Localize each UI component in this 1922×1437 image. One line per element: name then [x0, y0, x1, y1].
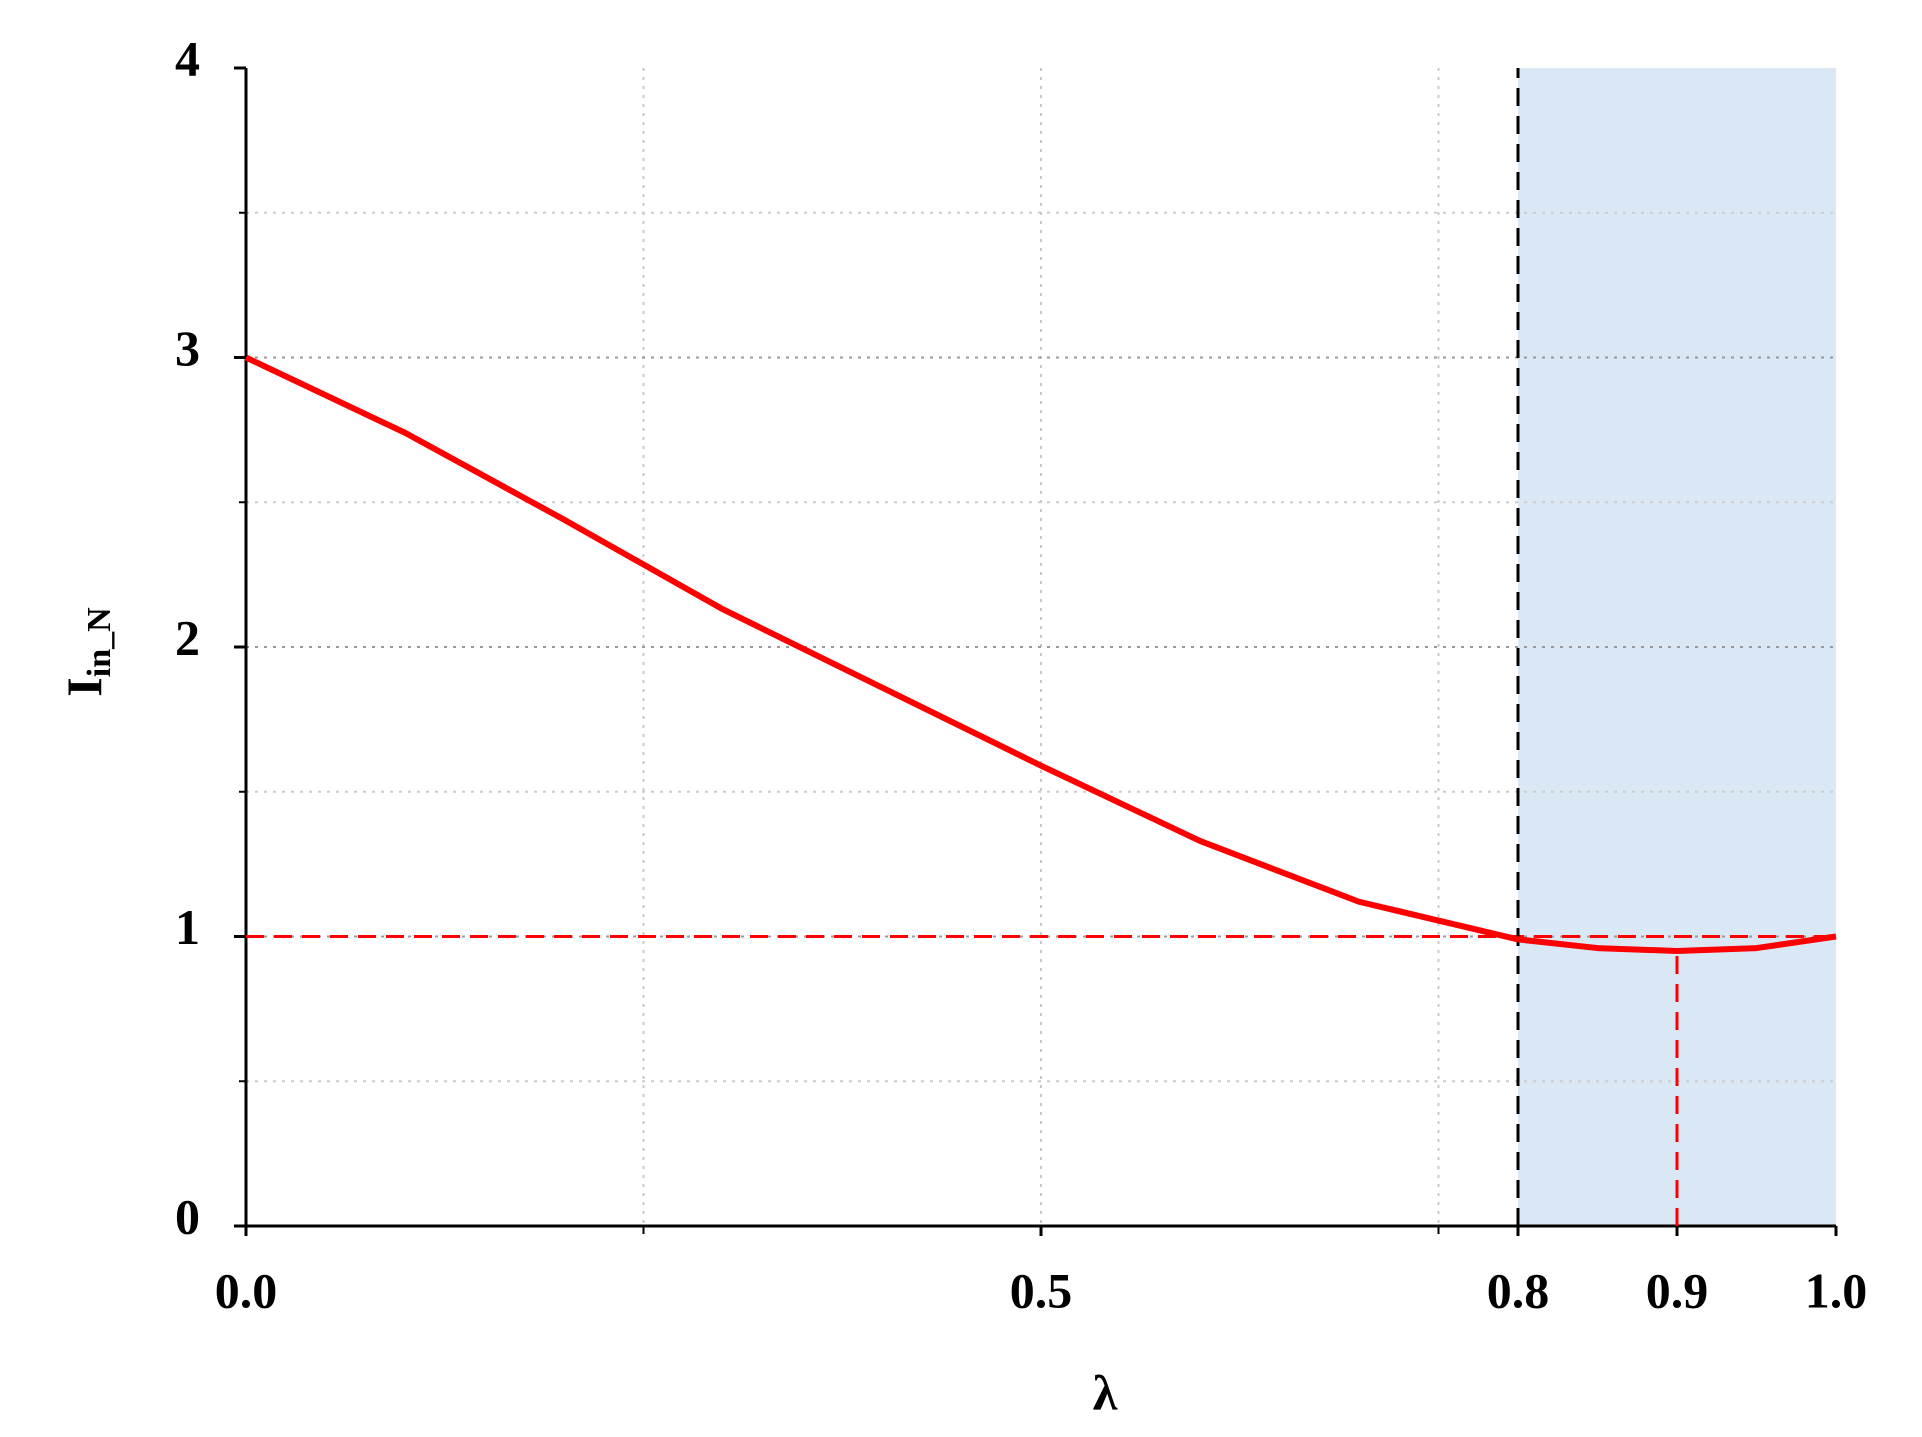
y-tick-label: 4	[175, 30, 200, 86]
y-axis-label-main: I	[56, 677, 112, 696]
x-axis-label: λ	[1093, 1364, 1118, 1420]
x-tick-label: 1.0	[1805, 1262, 1868, 1318]
y-tick-label: 3	[175, 320, 200, 376]
y-axis-label: Iin_N	[56, 607, 117, 697]
y-tick-label: 2	[175, 609, 200, 665]
y-tick-label: 1	[175, 899, 200, 955]
x-tick-label: 0.5	[1010, 1262, 1073, 1318]
x-tick-label: 0.9	[1646, 1262, 1709, 1318]
y-tick-label: 0	[175, 1188, 200, 1244]
data-line	[244, 354, 1837, 954]
x-tick-label: 0.0	[215, 1262, 278, 1318]
x-tick-label: 0.8	[1487, 1262, 1550, 1318]
y-axis-label-sub: in_N	[81, 607, 118, 677]
